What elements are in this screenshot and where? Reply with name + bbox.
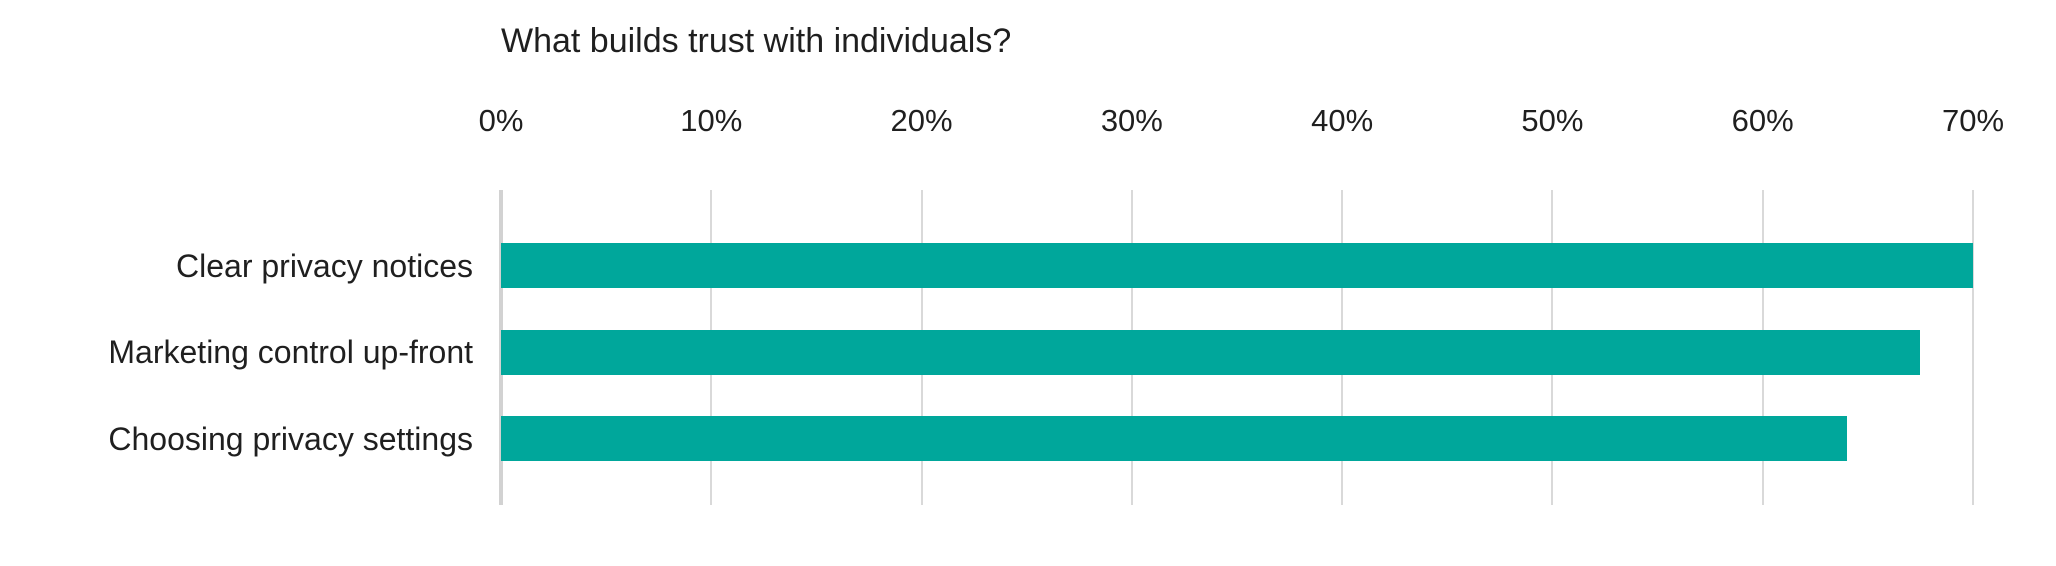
- x-axis-ticks: 0% 10% 20% 30% 40% 50% 60% 70%: [479, 101, 2004, 143]
- x-tick-label: 70%: [1941, 103, 2005, 138]
- chart-title: What builds trust with individuals?: [501, 22, 1012, 60]
- category-label: Choosing privacy settings: [108, 420, 473, 457]
- x-tick-label: 50%: [1521, 103, 1584, 138]
- bar: [501, 243, 1973, 288]
- x-tick-label: 20%: [890, 103, 953, 138]
- x-tick-label: 0%: [478, 103, 524, 138]
- bar: [501, 416, 1847, 461]
- category-label: Marketing control up-front: [108, 334, 473, 370]
- x-tick-label: 40%: [1311, 103, 1374, 138]
- plot-area: [499, 190, 1974, 505]
- category-label: Clear privacy notices: [176, 247, 473, 284]
- gridline: [1972, 190, 1974, 505]
- category-axis: Clear privacy notices Marketing control u…: [0, 0, 473, 566]
- x-tick-label: 10%: [680, 103, 743, 138]
- x-tick-label: 60%: [1731, 103, 1794, 138]
- bar: [501, 329, 1921, 375]
- x-tick-label: 30%: [1100, 103, 1163, 138]
